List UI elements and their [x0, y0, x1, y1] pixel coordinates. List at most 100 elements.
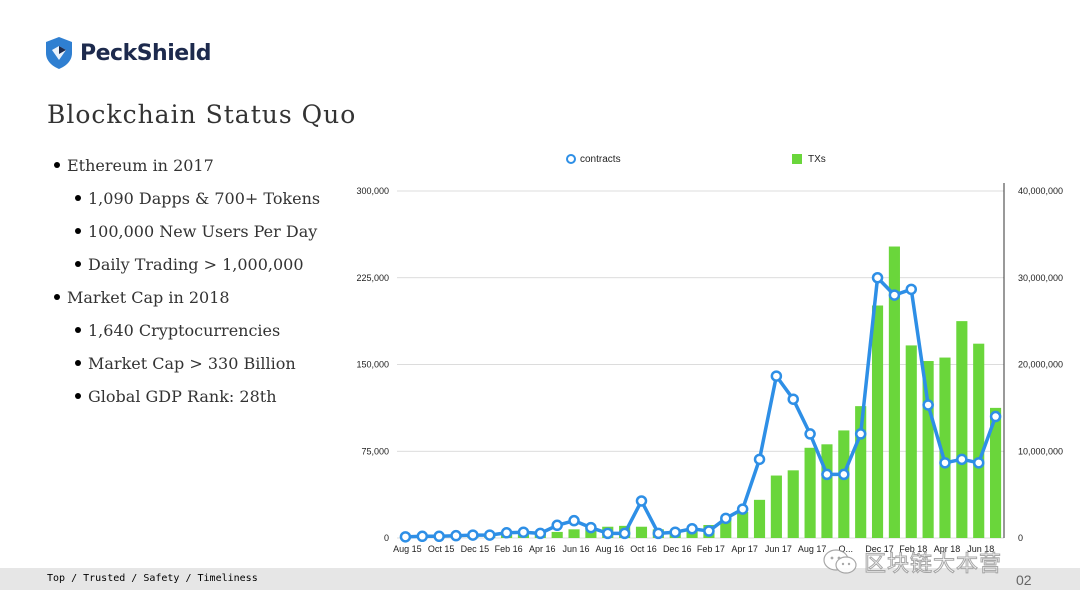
tx-bar	[821, 444, 833, 538]
bullet-text: 1,090 Dapps & 700+ Tokens	[88, 189, 321, 208]
bullet-dot	[54, 294, 60, 300]
bullet-dot	[75, 393, 81, 399]
tx-bar	[737, 511, 749, 538]
contracts-point	[989, 410, 1002, 423]
bullet-dot	[54, 162, 60, 168]
tx-bar	[804, 447, 816, 538]
brand-logo: PeckShield	[44, 36, 211, 70]
x-tick-label: Dec 15	[461, 544, 490, 554]
x-tick-label: Feb 17	[697, 544, 725, 554]
contracts-point	[483, 529, 496, 541]
contracts-point	[720, 512, 732, 525]
contracts-point	[635, 495, 648, 507]
bullet-item: 1,640 Cryptocurrencies	[75, 321, 281, 340]
contracts-point	[467, 529, 479, 541]
wechat-icon	[823, 549, 857, 574]
bullet-dot	[75, 228, 81, 234]
y-right-tick-label: 40,000,000	[1018, 186, 1063, 196]
bullet-dot	[75, 261, 81, 267]
contracts-point	[736, 503, 749, 515]
page-number: 02	[1016, 572, 1032, 588]
tx-bar	[838, 430, 850, 538]
bullet-item: 1,090 Dapps & 700+ Tokens	[75, 189, 321, 208]
bullet-text: Market Cap in 2018	[67, 288, 230, 307]
contracts-point	[602, 527, 614, 540]
bullet-text: 100,000 New Users Per Day	[88, 222, 318, 241]
contracts-line	[399, 272, 1002, 543]
contracts-point	[871, 272, 884, 284]
brand-name: PeckShield	[80, 40, 211, 66]
x-tick-label: Jun 16	[563, 544, 590, 554]
bullet-item: Ethereum in 2017	[54, 156, 214, 175]
x-tick-label: Dec 16	[663, 544, 692, 554]
contracts-point	[450, 529, 462, 542]
bullet-item: 100,000 New Users Per Day	[75, 222, 318, 241]
contracts-point	[787, 393, 799, 405]
x-tick-label: Apr 16	[529, 544, 556, 554]
slide-title: Blockchain Status Quo	[47, 100, 357, 129]
contracts-point	[838, 468, 850, 481]
tx-bar	[990, 407, 1002, 538]
bullet-item: Market Cap > 330 Billion	[75, 354, 296, 373]
y-left-tick-label: 0	[384, 533, 389, 543]
x-tick-label: Apr 18	[934, 544, 961, 554]
x-tick-label: Dec 17	[865, 544, 894, 554]
y-right-tick-label: 10,000,000	[1018, 446, 1063, 456]
contracts-point	[686, 522, 698, 535]
x-tick-label: Oct 15	[428, 544, 455, 554]
footer-tagline: Top / Trusted / Safety / Timeliness	[47, 573, 258, 584]
x-tick-label: Apr 17	[731, 544, 758, 554]
contracts-point	[703, 525, 715, 537]
bullet-item: Global GDP Rank: 28th	[75, 387, 277, 406]
legend-marker-txs	[792, 154, 802, 164]
contracts-point	[433, 530, 445, 543]
chart-legend: contracts TXs	[566, 154, 826, 165]
tx-bar	[939, 357, 951, 538]
contracts-point	[770, 370, 783, 382]
contracts-point	[416, 530, 429, 543]
contracts-point	[568, 514, 580, 527]
bullet-item: Daily Trading > 1,000,000	[75, 255, 304, 274]
tx-bar	[551, 531, 563, 538]
y-left-tick-label: 75,000	[361, 446, 389, 456]
footer-bar: Top / Trusted / Safety / Timeliness	[0, 568, 1080, 590]
legend-marker-contracts	[566, 154, 576, 164]
x-tick-label: Jun 17	[765, 544, 792, 554]
contracts-point	[804, 428, 816, 440]
contracts-point	[821, 468, 833, 481]
contracts-point	[652, 527, 665, 540]
contracts-point	[517, 526, 530, 538]
x-tick-label: Aug 16	[595, 544, 624, 554]
chart-grid	[397, 190, 1004, 539]
y-right-tick-label: 20,000,000	[1018, 360, 1063, 370]
bullet-item: Market Cap in 2018	[54, 288, 230, 307]
contracts-point	[534, 527, 547, 540]
tx-bar	[888, 246, 900, 538]
x-tick-label: Aug 17	[798, 544, 827, 554]
contracts-point	[500, 527, 513, 539]
tx-bar	[922, 361, 934, 538]
shield-icon	[46, 37, 72, 69]
y-right-tick-label: 0	[1018, 533, 1023, 543]
contracts-point	[399, 531, 412, 543]
tx-bar	[635, 526, 648, 538]
x-tick-label: Jun 18	[967, 544, 994, 554]
watermark: 区块链大本营	[822, 546, 1002, 578]
contracts-point	[888, 289, 901, 301]
contracts-point	[551, 519, 563, 532]
watermark-text: 区块链大本营	[863, 552, 1003, 578]
legend-label-contracts: contracts	[580, 154, 621, 165]
x-tick-label: Oct 16	[630, 544, 657, 554]
bullet-dot	[75, 327, 81, 333]
contracts-point	[854, 428, 867, 440]
tx-bar	[568, 529, 580, 538]
x-tick-label: Feb 16	[495, 544, 523, 554]
bullet-text: Daily Trading > 1,000,000	[88, 255, 304, 274]
bullet-dot	[75, 360, 81, 366]
contracts-point	[939, 457, 951, 469]
bullet-text: 1,640 Cryptocurrencies	[88, 321, 281, 340]
contracts-point	[922, 399, 934, 411]
contracts-point	[753, 453, 766, 466]
bullet-text: Global GDP Rank: 28th	[88, 387, 277, 406]
tx-bar	[855, 406, 867, 538]
